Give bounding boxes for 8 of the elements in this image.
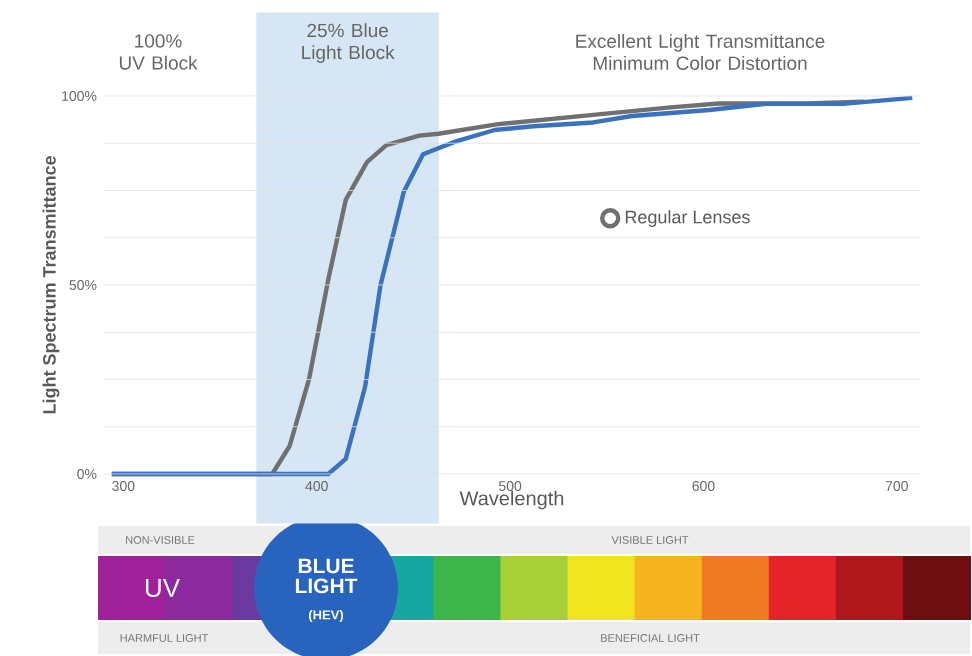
legend-label: Regular Lenses xyxy=(625,210,750,227)
text: 100% UV Block xyxy=(119,34,198,70)
text: BLUE LIGHT xyxy=(295,558,358,594)
text: Excellent Light Transmittance Minimum Color Distortion xyxy=(576,34,825,70)
band-label: 25% Blue Light Block xyxy=(302,23,395,63)
x-axis-title: Wavelength xyxy=(459,490,564,510)
text: UV xyxy=(145,578,180,598)
y-axis-title: Light Spectrum Transmittance xyxy=(42,156,60,414)
